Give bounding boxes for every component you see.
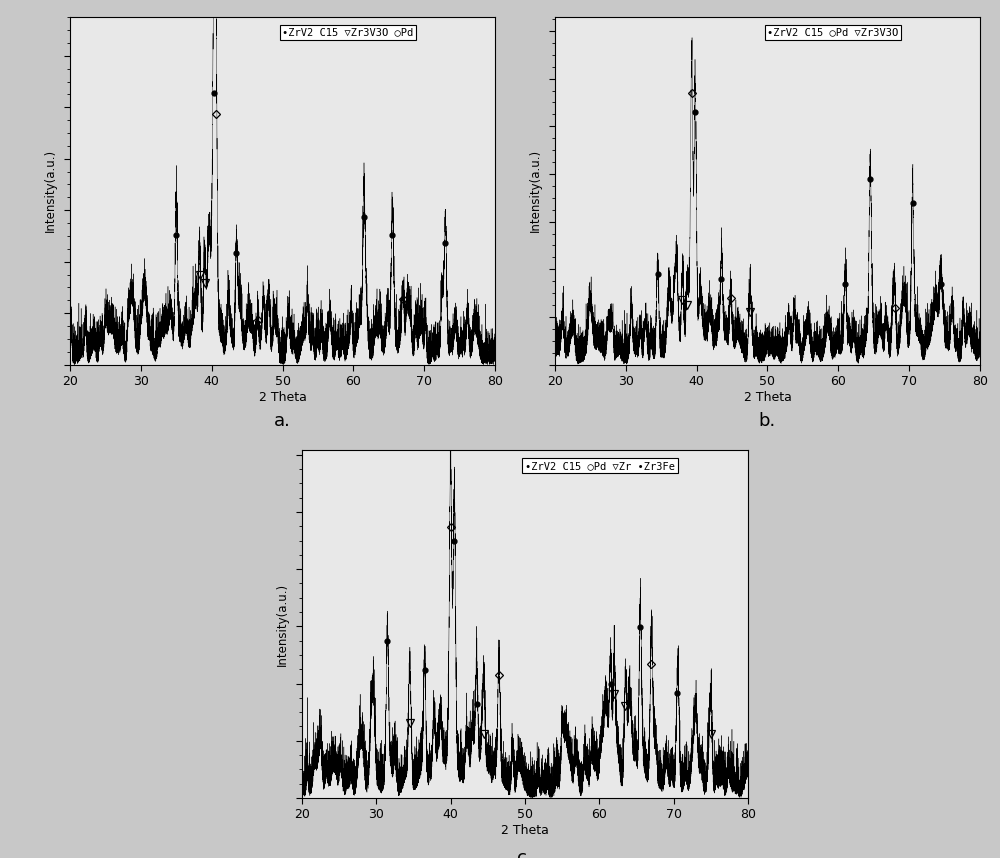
Text: •ZrV2 C15 ○Pd ▽Zr •Zr3Fe: •ZrV2 C15 ○Pd ▽Zr •Zr3Fe — [525, 461, 675, 471]
Text: c.: c. — [517, 849, 533, 858]
Y-axis label: Intensity(a.u.): Intensity(a.u.) — [276, 583, 289, 666]
X-axis label: 2 Theta: 2 Theta — [259, 391, 306, 404]
Text: •ZrV2 C15 ○Pd ▽Zr3V3O: •ZrV2 C15 ○Pd ▽Zr3V3O — [767, 27, 899, 38]
Y-axis label: Intensity(a.u.): Intensity(a.u.) — [44, 149, 57, 233]
Text: b.: b. — [759, 412, 776, 430]
X-axis label: 2 Theta: 2 Theta — [501, 825, 549, 837]
Text: •ZrV2 C15 ▽Zr3V3O ○Pd: •ZrV2 C15 ▽Zr3V3O ○Pd — [283, 27, 414, 38]
Y-axis label: Intensity(a.u.): Intensity(a.u.) — [529, 149, 542, 233]
Text: a.: a. — [274, 412, 291, 430]
X-axis label: 2 Theta: 2 Theta — [744, 391, 791, 404]
